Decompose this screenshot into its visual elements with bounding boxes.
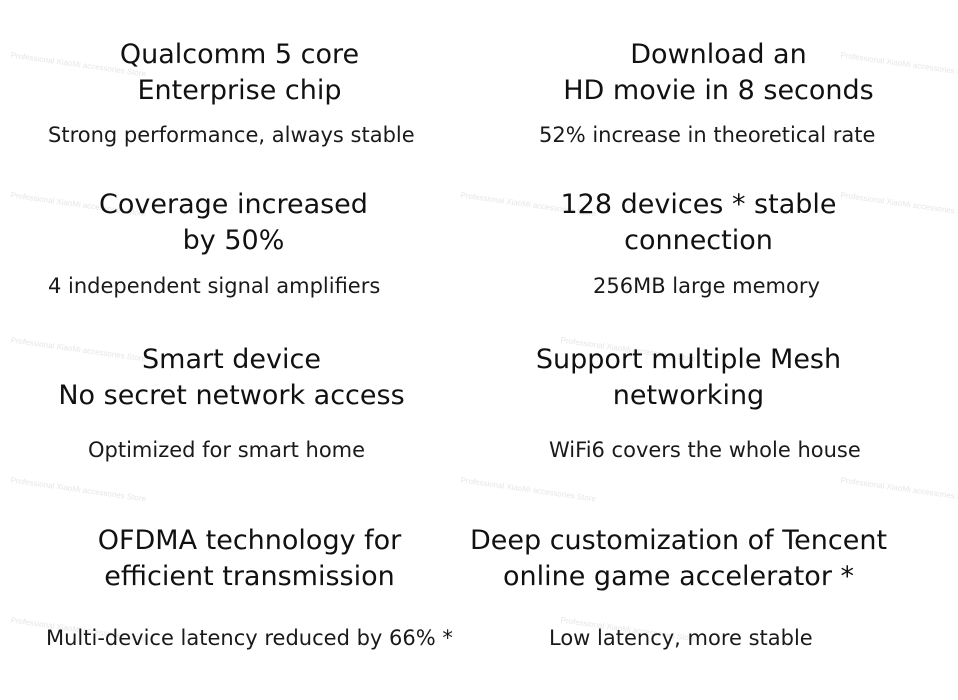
feature-title-line: Support multiple Mesh <box>535 344 842 375</box>
feature-title-line: Qualcomm 5 core <box>119 39 360 70</box>
feature-subtitle: Optimized for smart home <box>88 438 366 462</box>
feature-title: Support multiple Mesh networking <box>449 342 928 414</box>
feature-subtitle: Strong performance, always stable <box>48 123 415 147</box>
feature-title: Download an HD movie in 8 seconds <box>479 37 958 109</box>
feature-subtitle: 52% increase in theoretical rate <box>539 123 876 147</box>
feature-title: Deep customization of Tencent online gam… <box>439 523 918 595</box>
feature-mesh: Support multiple Mesh networking WiFi6 c… <box>479 0 958 480</box>
feature-title-line: networking <box>612 380 765 411</box>
feature-accelerator: Deep customization of Tencent online gam… <box>470 0 958 700</box>
feature-title-line: Deep customization of Tencent <box>469 525 888 556</box>
feature-title: Coverage increased by 50% <box>0 187 473 259</box>
feature-title: 128 devices * stable connection <box>459 187 938 259</box>
feature-devices: 128 devices * stable connection 256MB la… <box>479 0 958 320</box>
feature-subtitle: Low latency, more stable <box>549 626 813 650</box>
feature-title-line: OFDMA technology for <box>97 525 402 556</box>
feature-coverage: Coverage increased by 50% 4 independent … <box>0 0 479 320</box>
feature-title-line: efficient transmission <box>104 561 395 592</box>
feature-title-line: by 50% <box>182 225 285 256</box>
feature-title: Smart device No secret network access <box>0 342 471 414</box>
feature-title-line: Enterprise chip <box>137 75 342 106</box>
feature-title: Qualcomm 5 core Enterprise chip <box>0 37 479 109</box>
feature-subtitle: 256MB large memory <box>593 274 820 298</box>
feature-title-line: connection <box>624 225 773 256</box>
feature-title-line: HD movie in 8 seconds <box>563 75 874 106</box>
feature-title-line: Download an <box>630 39 807 70</box>
feature-title-line: online game accelerator * <box>502 561 854 592</box>
feature-title-line: 128 devices * stable <box>560 189 837 220</box>
feature-subtitle: 4 independent signal amplifiers <box>48 274 381 298</box>
feature-download: Download an HD movie in 8 seconds 52% in… <box>479 0 958 170</box>
feature-subtitle: Multi-device latency reduced by 66% * <box>46 626 453 650</box>
feature-chip: Qualcomm 5 core Enterprise chip Strong p… <box>0 0 479 170</box>
feature-ofdma: OFDMA technology for efficient transmiss… <box>46 525 453 650</box>
feature-title: OFDMA technology for efficient transmiss… <box>10 523 489 595</box>
feature-smart-device: Smart device No secret network access Op… <box>0 0 479 480</box>
feature-subtitle: WiFi6 covers the whole house <box>549 438 861 462</box>
feature-title-line: Smart device <box>142 344 321 375</box>
feature-title-line: Coverage increased <box>99 189 368 220</box>
feature-title-line: No secret network access <box>58 380 405 411</box>
